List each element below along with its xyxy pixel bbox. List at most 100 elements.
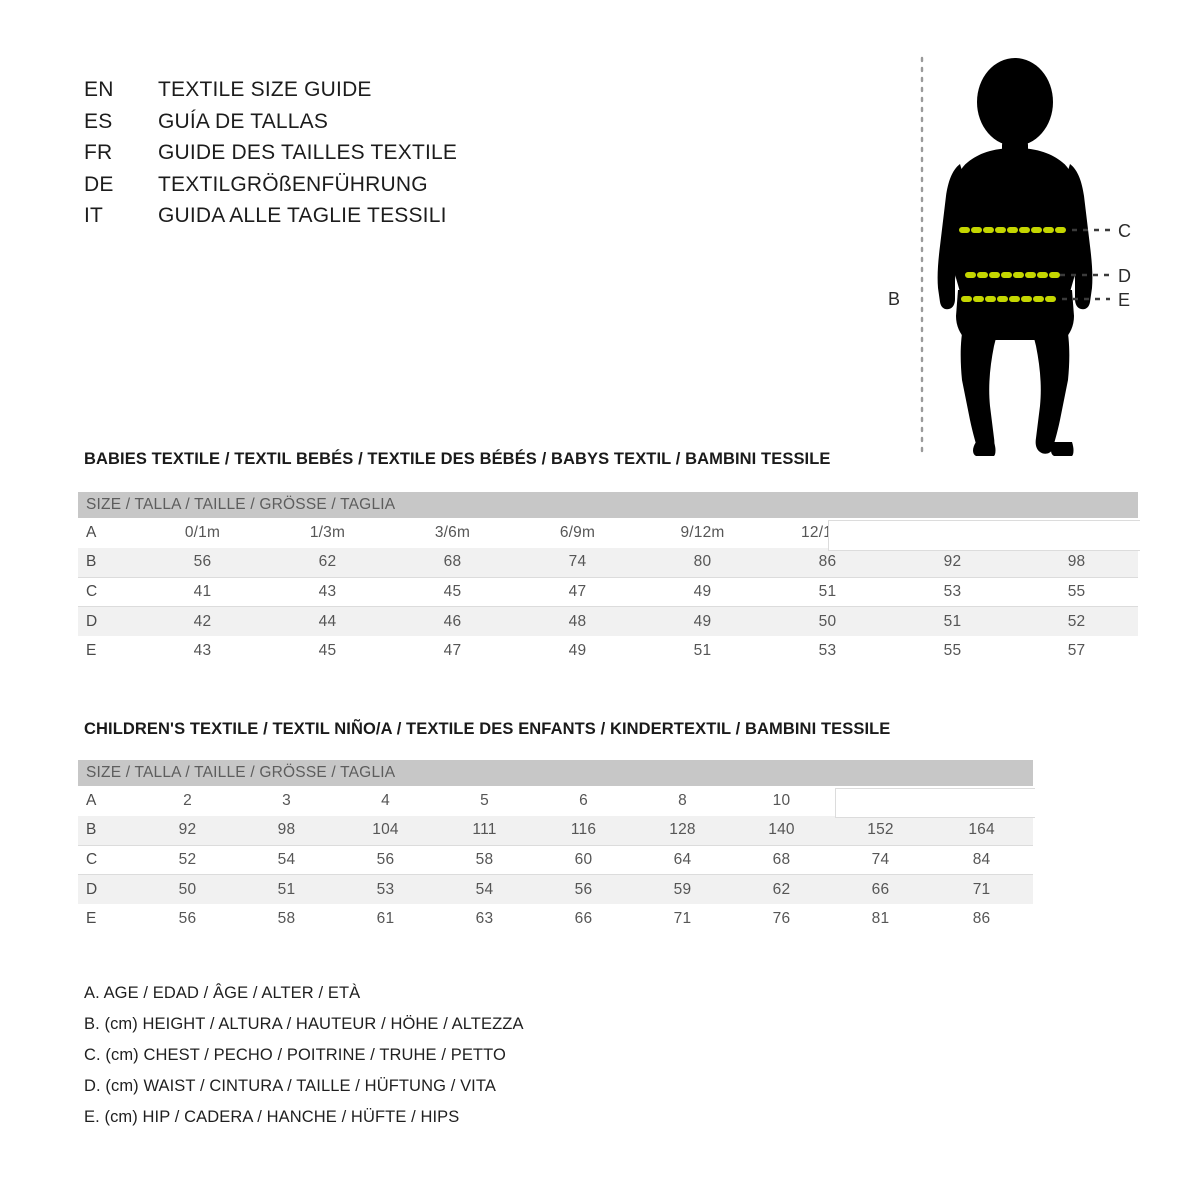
language-title-block: EN TEXTILE SIZE GUIDE ES GUÍA DE TALLAS … <box>84 78 644 236</box>
cell: 24/36m <box>1050 523 1103 541</box>
table-row: E 56 58 61 63 66 71 76 81 86 <box>78 904 1033 934</box>
language-code: DE <box>84 172 114 196</box>
cell: 56 <box>178 909 197 927</box>
legend-item-chest: C. (cm) CHEST / PECHO / POITRINE / TRUHE… <box>84 1046 506 1064</box>
cell: 128 <box>633 815 732 845</box>
cell: 8 <box>678 791 687 809</box>
table-row: C 52 54 56 58 60 64 68 74 84 <box>78 844 1034 875</box>
figure-label-waist: D <box>1118 266 1131 286</box>
language-row: IT GUIDA ALLE TAGLIE TESSILI <box>84 204 644 236</box>
cell: 152 <box>831 815 930 845</box>
cell: 111 <box>435 815 534 845</box>
cell: 98 <box>1015 547 1139 577</box>
cell: 86 <box>972 909 991 927</box>
row-key: D <box>78 606 140 636</box>
cell: 41 <box>140 576 265 607</box>
cell: 2 <box>183 791 192 809</box>
language-title: GUÍA DE TALLAS <box>158 109 329 133</box>
cell: 71 <box>673 909 692 927</box>
cell: 14 <box>972 791 991 809</box>
cell: 51 <box>765 576 890 607</box>
row-key: D <box>78 874 138 904</box>
legend-item-height: B. (cm) HEIGHT / ALTURA / HAUTEUR / HÖHE… <box>84 1015 524 1033</box>
cell: 49 <box>640 576 765 607</box>
cell: 62 <box>732 874 831 904</box>
cell: 52 <box>138 844 237 875</box>
cell: 50 <box>765 606 890 636</box>
group-header-label: SIZE / TALLA / TAILLE / GRÖSSE / TAGLIA <box>78 492 1139 518</box>
table-row: B 92 98 104 111 116 128 140 152 164 <box>78 815 1034 845</box>
cell: 4 <box>381 791 390 809</box>
cell: 56 <box>534 874 633 904</box>
language-row: FR GUIDE DES TAILLES TEXTILE <box>84 141 644 173</box>
cell: 104 <box>336 815 435 845</box>
cell: 54 <box>435 874 534 904</box>
cell: 43 <box>193 641 212 659</box>
cell: 66 <box>574 909 593 927</box>
cell: 0/1m <box>184 523 221 541</box>
group-header-label: SIZE / TALLA / TAILLE / GRÖSSE / TAGLIA <box>78 760 1034 786</box>
cell: 44 <box>265 606 390 636</box>
legend-item-hip: E. (cm) HIP / CADERA / HANCHE / HÜFTE / … <box>84 1108 460 1126</box>
babies-size-table: SIZE / TALLA / TAILLE / GRÖSSE / TAGLIA … <box>78 492 1139 666</box>
row-key: E <box>86 909 97 927</box>
cell: 80 <box>640 547 765 577</box>
cell: 63 <box>475 909 494 927</box>
cell: 47 <box>443 641 462 659</box>
cell: 62 <box>265 547 390 577</box>
cell: 66 <box>831 874 930 904</box>
legend-item-waist: D. (cm) WAIST / CINTURA / TAILLE / HÜFTU… <box>84 1077 496 1095</box>
row-key: A <box>86 791 97 809</box>
cell: 47 <box>515 576 640 607</box>
cell: 56 <box>140 547 265 577</box>
language-title: TEXTILGRÖßENFÜHRUNG <box>158 172 428 196</box>
cell: 9/12m <box>680 523 725 541</box>
measurement-legend: A. AGE / EDAD / ÂGE / ALTER / ETÀ B. (cm… <box>84 978 524 1133</box>
figure-label-height: B <box>888 289 901 309</box>
cell: 51 <box>693 641 712 659</box>
language-title: TEXTILE SIZE GUIDE <box>158 78 372 101</box>
cell: 49 <box>568 641 587 659</box>
cell: 53 <box>336 874 435 904</box>
language-row: DE TEXTILGRÖßENFÜHRUNG <box>84 173 644 205</box>
cell: 12 <box>871 791 890 809</box>
cell: 71 <box>930 874 1034 904</box>
cell: 54 <box>237 844 336 875</box>
cell: 1/3m <box>309 523 346 541</box>
language-title: GUIDA ALLE TAGLIE TESSILI <box>158 204 447 227</box>
cell: 98 <box>237 815 336 845</box>
cell: 55 <box>1015 576 1139 607</box>
legend-item-age: A. AGE / EDAD / ÂGE / ALTER / ETÀ <box>84 984 361 1002</box>
row-key: B <box>78 815 138 845</box>
cell: 92 <box>890 547 1015 577</box>
cell: 3/6m <box>434 523 471 541</box>
cell: 56 <box>336 844 435 875</box>
cell: 57 <box>1067 641 1086 659</box>
row-key: C <box>78 576 140 607</box>
language-row: EN TEXTILE SIZE GUIDE <box>84 78 644 110</box>
cell: 59 <box>633 874 732 904</box>
cell: 68 <box>390 547 515 577</box>
cell: 86 <box>765 547 890 577</box>
cell: 60 <box>534 844 633 875</box>
cell: 52 <box>1015 606 1139 636</box>
table-row: D 42 44 46 48 49 50 51 52 <box>78 606 1139 636</box>
cell: 55 <box>943 641 962 659</box>
cell: 12/18m <box>801 523 854 541</box>
row-key: E <box>86 641 97 659</box>
row-key: B <box>78 547 140 577</box>
cell: 74 <box>515 547 640 577</box>
cell: 53 <box>890 576 1015 607</box>
child-silhouette-diagram: B C D E <box>860 40 1170 460</box>
cell: 92 <box>138 815 237 845</box>
figure-label-chest: C <box>1118 221 1131 241</box>
cell: 46 <box>390 606 515 636</box>
cell: 140 <box>732 815 831 845</box>
table-row: E 43 45 47 49 51 53 55 57 <box>78 636 1138 666</box>
cell: 18/24m <box>926 523 979 541</box>
section-caption-babies: BABIES TEXTILE / TEXTIL BEBÉS / TEXTILE … <box>84 450 831 468</box>
silhouette-svg <box>920 56 1110 456</box>
cell: 43 <box>265 576 390 607</box>
cell: 81 <box>871 909 890 927</box>
cell: 10 <box>772 791 791 809</box>
